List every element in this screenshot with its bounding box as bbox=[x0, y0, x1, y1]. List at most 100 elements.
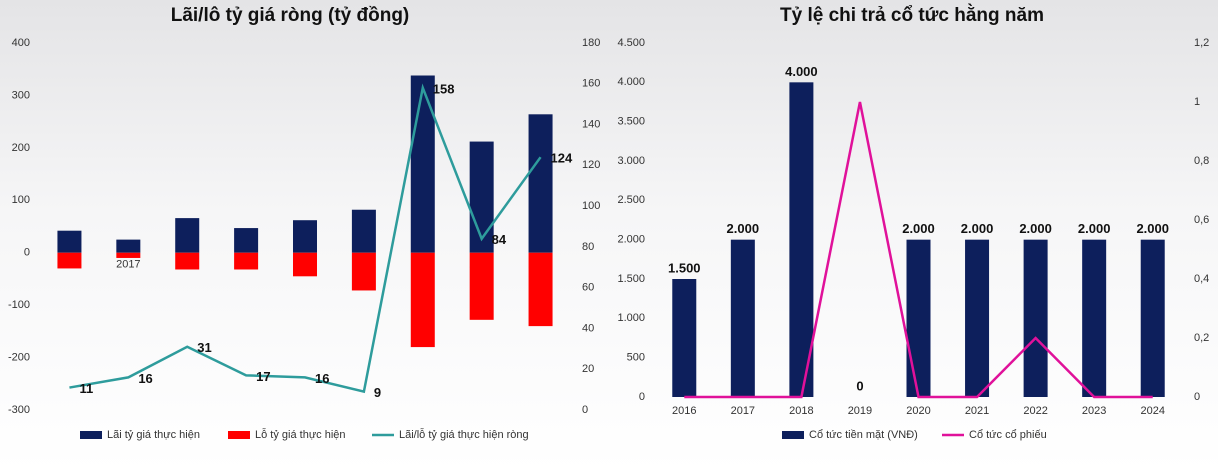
legend-label: Lỗ tỷ giá thực hiện bbox=[255, 428, 346, 441]
data-label: 1.500 bbox=[668, 260, 701, 275]
data-label: 2.000 bbox=[961, 221, 994, 236]
y-tick-label: 0 bbox=[24, 247, 30, 259]
y2-tick-label: 0 bbox=[582, 404, 588, 416]
bar bbox=[469, 252, 494, 320]
y2-tick-label: 180 bbox=[582, 37, 600, 49]
y2-tick-label: 140 bbox=[582, 118, 600, 130]
y2-tick-label: 1,2 bbox=[1194, 37, 1209, 49]
bar bbox=[528, 252, 553, 327]
bar bbox=[1082, 239, 1107, 397]
x-tick-label: 2019 bbox=[848, 405, 872, 417]
data-label: 124 bbox=[551, 151, 573, 166]
y2-tick-label: 0 bbox=[1194, 391, 1200, 403]
y2-tick-label: 80 bbox=[582, 241, 594, 253]
data-label: 31 bbox=[197, 340, 211, 355]
bar bbox=[57, 230, 82, 253]
bar bbox=[175, 252, 200, 270]
bar bbox=[293, 252, 317, 277]
x-tick-label: 2024 bbox=[1140, 405, 1164, 417]
data-label: 9 bbox=[374, 385, 381, 400]
bar bbox=[116, 239, 141, 253]
legend-label: Lãi/lỗ tỷ giá thực hiện ròng bbox=[399, 428, 529, 441]
y-tick-label: 4.500 bbox=[617, 37, 645, 49]
y2-tick-label: 1 bbox=[1194, 96, 1200, 108]
bar bbox=[410, 252, 435, 348]
y-tick-label: 400 bbox=[12, 37, 30, 49]
line bbox=[69, 83, 542, 394]
y2-tick-label: 60 bbox=[582, 282, 594, 294]
y2-tick-label: 120 bbox=[582, 159, 600, 171]
line bbox=[684, 101, 1153, 399]
data-label: 84 bbox=[492, 232, 507, 247]
data-label: 16 bbox=[138, 371, 152, 386]
x-tick-label: 2017 bbox=[731, 405, 755, 417]
legend-swatch bbox=[80, 431, 102, 439]
data-label: 4.000 bbox=[785, 64, 818, 79]
x-tick-label: 2022 bbox=[1023, 405, 1047, 417]
bar bbox=[410, 75, 435, 253]
y-tick-label: 0 bbox=[639, 391, 645, 403]
y-tick-label: 200 bbox=[12, 142, 30, 154]
y-tick-label: 1.500 bbox=[617, 273, 645, 285]
x-tick-label: 2017 bbox=[116, 259, 140, 271]
y2-tick-label: 100 bbox=[582, 200, 600, 212]
y-tick-label: 100 bbox=[12, 194, 30, 206]
data-label: 2.000 bbox=[902, 221, 935, 236]
y2-tick-label: 0,8 bbox=[1194, 155, 1209, 167]
bar bbox=[351, 209, 376, 253]
data-label: 16 bbox=[315, 371, 329, 386]
y-tick-label: 1.000 bbox=[617, 312, 645, 324]
data-label: 158 bbox=[433, 81, 455, 96]
data-label: 2.000 bbox=[1136, 221, 1169, 236]
data-label: 11 bbox=[79, 381, 93, 396]
bar bbox=[1140, 239, 1165, 397]
y-tick-label: 2.000 bbox=[617, 234, 645, 246]
y2-tick-label: 40 bbox=[582, 322, 594, 334]
bar bbox=[672, 279, 697, 397]
y-tick-label: 300 bbox=[12, 89, 30, 101]
legend-swatch bbox=[228, 431, 250, 439]
bar bbox=[351, 252, 376, 291]
x-tick-label: 2018 bbox=[789, 405, 813, 417]
data-label: 2.000 bbox=[1078, 221, 1111, 236]
bar bbox=[965, 239, 990, 397]
legend-label: Cổ tức tiền mặt (VNĐ) bbox=[809, 429, 918, 441]
legend-swatch bbox=[782, 431, 804, 439]
chart-title: Lãi/lô tỷ giá ròng (tỷ đồng) bbox=[171, 5, 410, 26]
bar bbox=[293, 220, 317, 253]
bar bbox=[528, 114, 553, 253]
y2-tick-label: 160 bbox=[582, 78, 600, 90]
legend-label: Lãi tỷ giá thực hiện bbox=[107, 429, 200, 441]
y2-tick-label: 0,4 bbox=[1194, 273, 1209, 285]
x-tick-label: 2023 bbox=[1082, 405, 1106, 417]
y-tick-label: 3.500 bbox=[617, 116, 645, 128]
y-tick-label: -100 bbox=[8, 299, 30, 311]
legend-label: Cổ tức cổ phiếu bbox=[969, 429, 1047, 441]
bar bbox=[469, 141, 494, 253]
y2-tick-label: 0,6 bbox=[1194, 214, 1209, 226]
bar bbox=[730, 239, 755, 397]
bar bbox=[175, 218, 200, 253]
x-tick-label: 2020 bbox=[906, 405, 930, 417]
bar bbox=[234, 228, 259, 253]
data-label: 17 bbox=[256, 369, 270, 384]
y2-tick-label: 20 bbox=[582, 363, 594, 375]
y-tick-label: 500 bbox=[627, 352, 645, 364]
data-label: 2.000 bbox=[727, 221, 760, 236]
bar bbox=[906, 239, 931, 397]
y-tick-label: 3.000 bbox=[617, 155, 645, 167]
chart-title: Tỷ lệ chi trả cổ tức hằng năm bbox=[780, 4, 1044, 26]
y-tick-label: 2.500 bbox=[617, 194, 645, 206]
bar bbox=[1023, 239, 1048, 397]
bar bbox=[789, 82, 814, 397]
y-tick-label: -200 bbox=[8, 351, 30, 363]
x-tick-label: 2021 bbox=[965, 405, 989, 417]
y-tick-label: 4.000 bbox=[617, 76, 645, 88]
data-label: 2.000 bbox=[1019, 221, 1052, 236]
y2-tick-label: 0,2 bbox=[1194, 332, 1209, 344]
bar bbox=[57, 252, 82, 269]
data-label: 0 bbox=[856, 378, 863, 393]
y-tick-label: -300 bbox=[8, 404, 30, 416]
x-tick-label: 2016 bbox=[672, 405, 696, 417]
